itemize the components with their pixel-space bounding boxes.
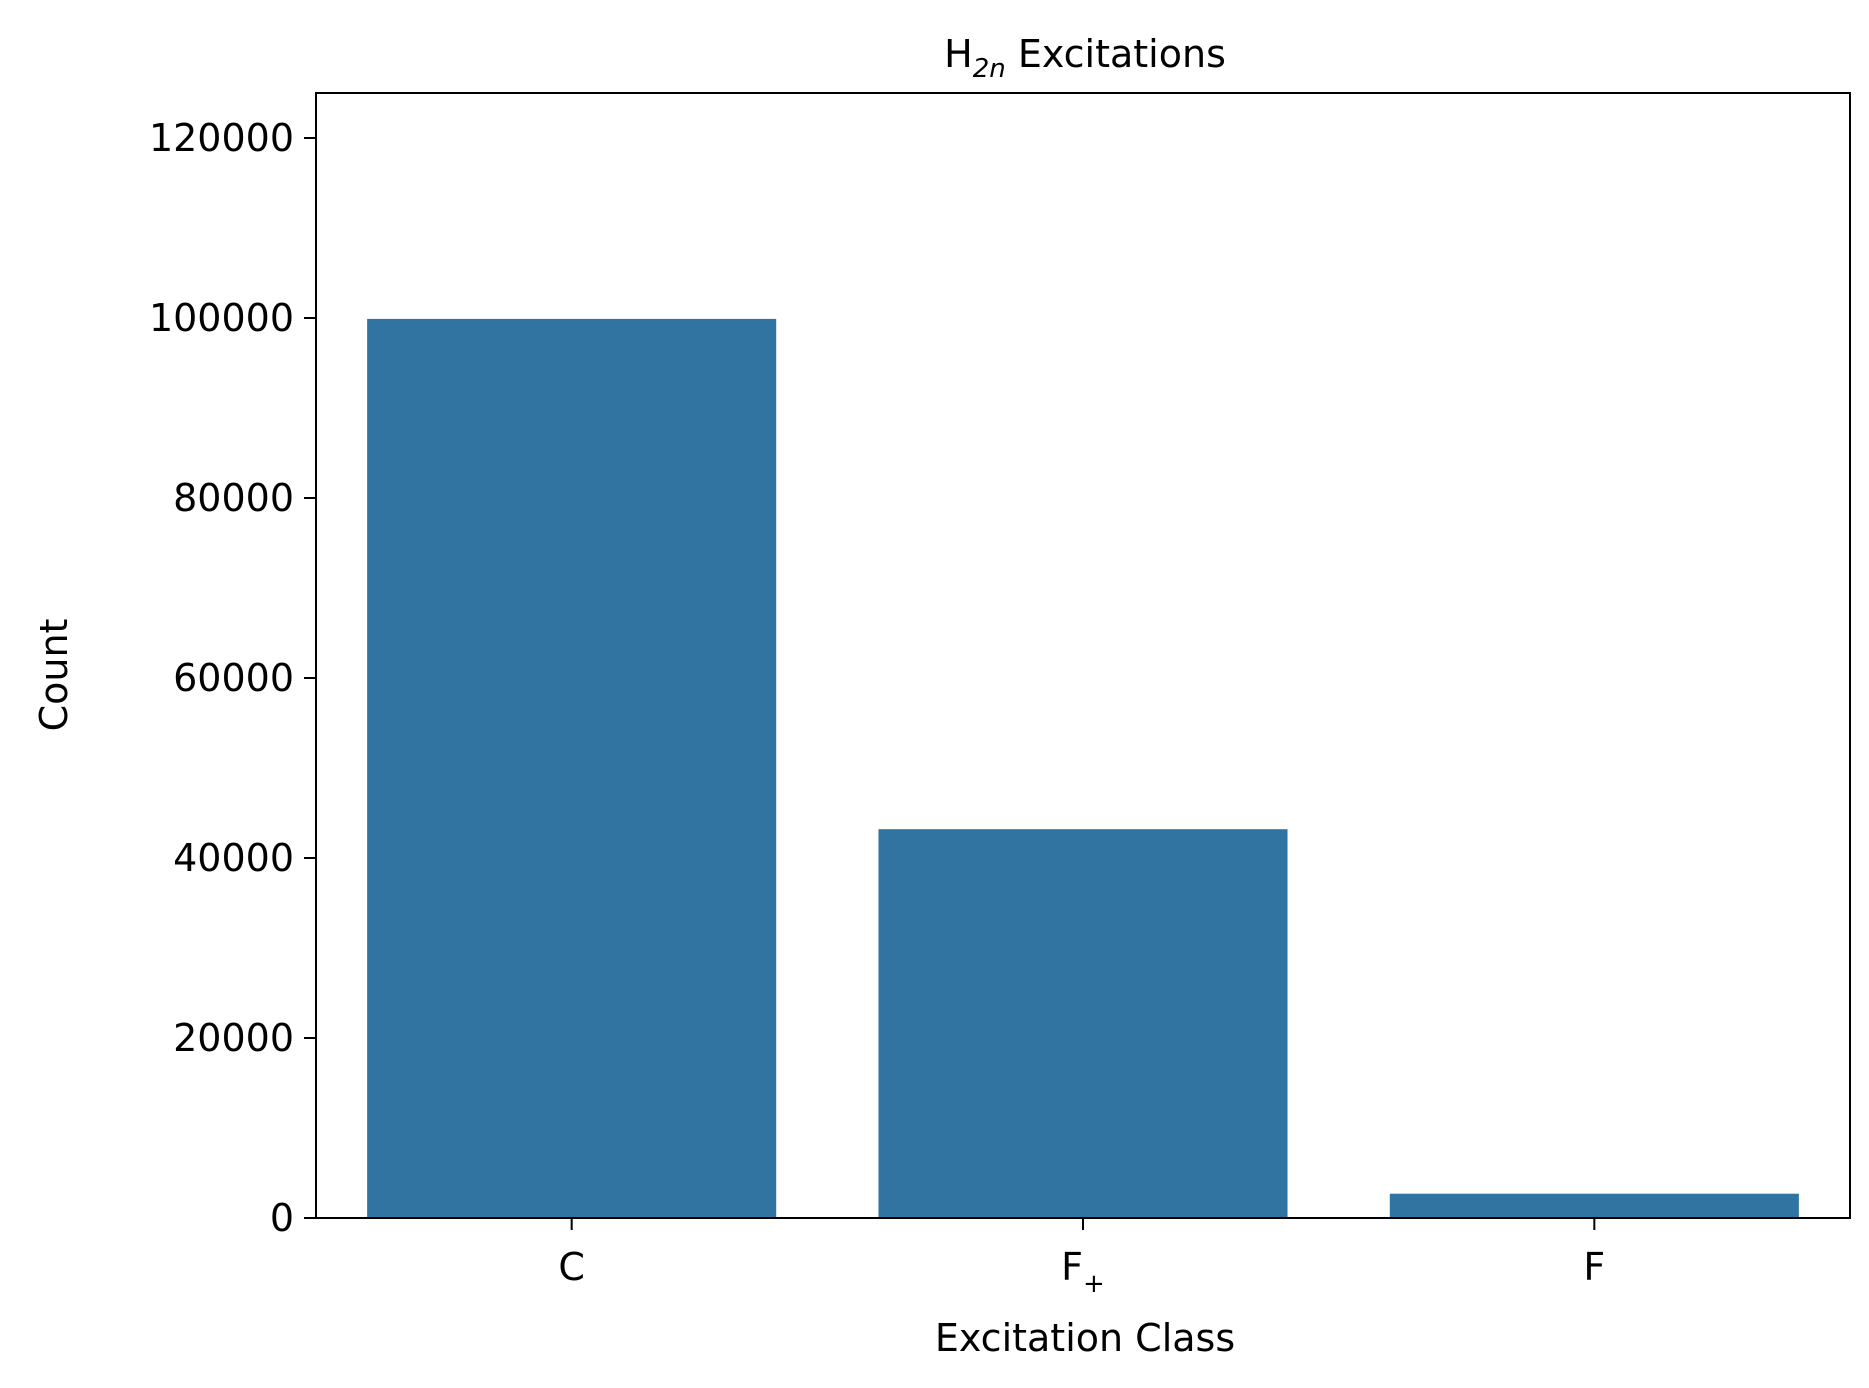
chart-title-main: H [944,32,973,76]
bars-layer [367,318,1799,1218]
y-tick-label-1: 20000 [173,1016,294,1060]
x-tick-label-1: F+ [1061,1245,1105,1299]
y-tick-label-5: 100000 [149,296,294,340]
bar-0 [367,318,777,1218]
y-tick-label-0: 0 [270,1196,294,1240]
x-axis-title: Excitation Class [935,1316,1235,1360]
bar-2 [1389,1193,1799,1218]
y-tick-label-6: 120000 [149,116,294,160]
y-tick-label-4: 80000 [173,476,294,520]
x-tick-label-0: C [558,1245,585,1289]
bar-1 [878,829,1288,1218]
chart-title: H2n Excitations [944,32,1226,84]
chart-title-rest: Excitations [1006,32,1226,76]
chart-title-subscript: 2n [973,54,1006,84]
axes-layer: 0 20000 40000 60000 80000 100000 120000 C F+ F [149,92,1851,1299]
y-tick-label-2: 40000 [173,836,294,880]
x-tick-label-2: F [1583,1245,1605,1289]
y-tick-label-3: 60000 [173,656,294,700]
y-axis-title: Count [32,619,76,732]
